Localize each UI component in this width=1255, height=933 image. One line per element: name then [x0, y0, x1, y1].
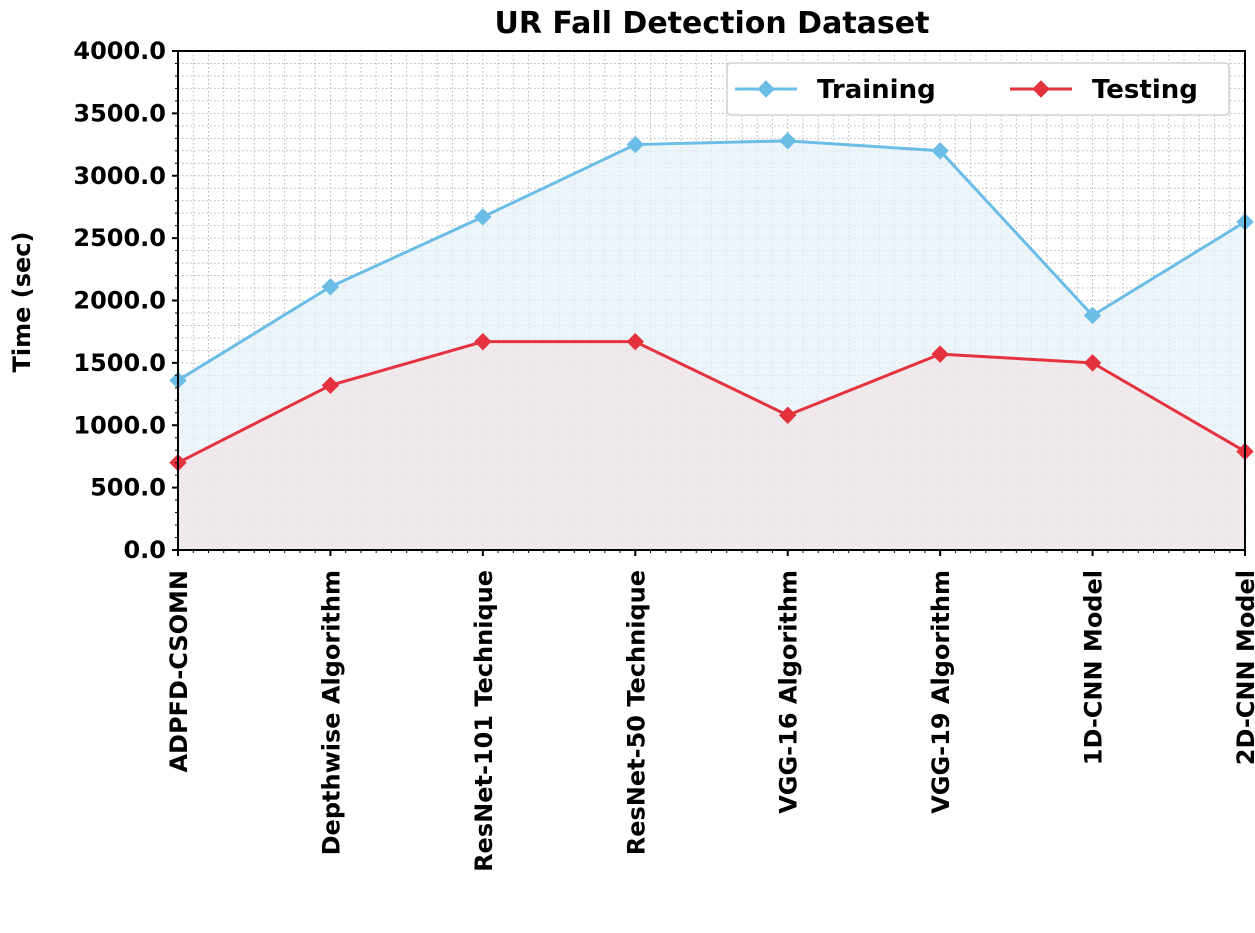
- y-tick-label: 500.0: [90, 474, 166, 502]
- y-tick-label: 2000.0: [73, 287, 166, 315]
- series-points: [169, 132, 1254, 472]
- series-line-testing: [177, 340, 1246, 465]
- data-point-training: [321, 278, 340, 296]
- y-tick-label: 2500.0: [73, 224, 166, 252]
- data-point-testing: [931, 345, 949, 363]
- data-point-training: [626, 135, 644, 154]
- data-point-testing: [474, 332, 492, 351]
- axis-ticks: 0.0 500.0 1000.0 1500.0 2000.0 2500.0 3000.0 35…: [73, 37, 1255, 872]
- y-tick-label: 3000.0: [73, 162, 166, 190]
- series-areas: [178, 140, 1245, 550]
- series-area-testing: [178, 341, 1245, 550]
- data-point-training: [1083, 306, 1102, 325]
- x-tick-label: 1D-CNN Model: [1080, 570, 1108, 765]
- series-lines: [177, 139, 1246, 465]
- x-tick-label: 2D-CNN Model: [1232, 570, 1255, 765]
- data-point-testing: [1083, 354, 1102, 372]
- data-point-testing: [779, 406, 797, 424]
- y-tick-label: 4000.0: [73, 37, 166, 65]
- legend-marker-testing: [1032, 80, 1050, 98]
- y-tick-label: 1500.0: [73, 349, 166, 377]
- legend-marker-training: [757, 80, 775, 98]
- x-tick-label: VGG-19 Algorithm: [927, 570, 955, 814]
- data-point-testing: [321, 376, 340, 395]
- legend: Training Testing: [726, 62, 1230, 116]
- x-tick-label: ResNet-50 Technique: [622, 570, 650, 855]
- legend-box: [726, 62, 1230, 116]
- y-tick-label: 3500.0: [73, 99, 166, 127]
- x-tick-label: ADPFD-CSOMN: [165, 570, 193, 773]
- chart-title: UR Fall Detection Dataset: [495, 6, 930, 41]
- y-axis-label: Time (sec): [8, 232, 36, 373]
- data-point-testing: [626, 332, 644, 351]
- y-tick-label: 1000.0: [73, 411, 166, 439]
- x-tick-label: VGG-16 Algorithm: [775, 570, 803, 814]
- data-point-training: [779, 132, 797, 150]
- x-tick-label: ResNet-101 Technique: [470, 570, 498, 872]
- x-tick-label: Depthwise Algorithm: [317, 570, 345, 855]
- y-tick-label: 0.0: [123, 536, 166, 564]
- series-line-training: [177, 139, 1246, 382]
- data-point-training: [931, 142, 949, 160]
- legend-label-testing: Testing: [1092, 75, 1198, 105]
- data-point-training: [474, 208, 492, 226]
- legend-label-training: Training: [817, 75, 936, 105]
